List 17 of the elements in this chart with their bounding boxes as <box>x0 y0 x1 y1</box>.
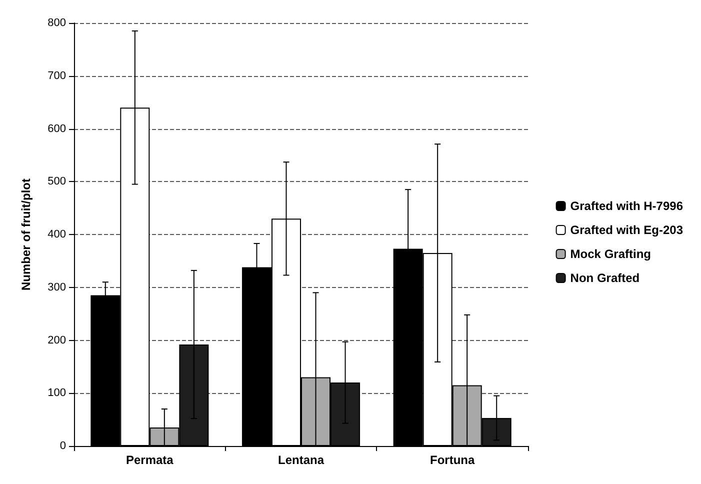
y-tick-label: 500 <box>48 176 66 188</box>
y-tick-label: 100 <box>48 387 66 400</box>
y-tick-label: 800 <box>48 17 66 29</box>
y-tick-label: 0 <box>60 440 66 452</box>
y-tick-label: 300 <box>48 281 66 294</box>
y-tick-label: 600 <box>48 122 66 135</box>
legend-label: Non Grafted <box>570 271 640 285</box>
legend-label: Grafted with Eg-203 <box>570 223 684 237</box>
x-tick-label: Fortuna <box>430 453 475 467</box>
x-tick-label: Lentana <box>278 453 324 467</box>
y-tick-label: 200 <box>48 334 66 346</box>
legend-label: Mock Grafting <box>570 247 651 261</box>
y-tick-label: 700 <box>48 70 66 82</box>
y-axis-title: Number of fruit/plot <box>19 178 33 290</box>
legend-label: Grafted with H-7996 <box>570 199 684 213</box>
y-tick-label: 400 <box>48 228 66 240</box>
x-tick-label: Permata <box>126 453 174 467</box>
